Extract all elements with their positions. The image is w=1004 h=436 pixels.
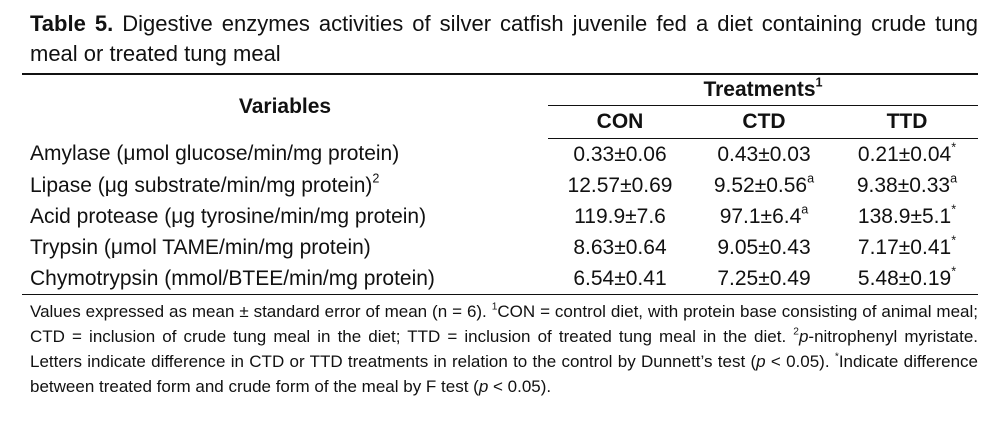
value-cell: 7.17±0.41* bbox=[836, 232, 978, 263]
value-sup: * bbox=[951, 140, 957, 155]
value-text: 0.21±0.04 bbox=[857, 142, 952, 166]
value-text: 5.48±0.19 bbox=[857, 266, 952, 290]
table-row: Chymotrypsin (mmol/BTEE/min/mg protein) 6… bbox=[22, 263, 978, 295]
value-cell: 9.38±0.33a bbox=[836, 170, 978, 201]
value-cell: 7.25±0.49 bbox=[692, 263, 836, 295]
header-group-sup: 1 bbox=[815, 75, 823, 90]
footnote-part: Values expressed as mean ± standard erro… bbox=[30, 302, 492, 321]
footnote-part: * bbox=[834, 351, 839, 363]
variable-text: Trypsin (μmol TAME/min/mg protein) bbox=[30, 235, 371, 259]
value-sup: a bbox=[950, 171, 958, 186]
value-text: 7.17±0.41 bbox=[857, 235, 952, 259]
footnote-part: p bbox=[798, 327, 809, 346]
value-text: 9.05±0.43 bbox=[717, 235, 811, 259]
caption-text: Digestive enzymes activities of silver c… bbox=[30, 11, 978, 66]
variable-cell: Chymotrypsin (mmol/BTEE/min/mg protein) bbox=[22, 263, 548, 295]
footnote-part: Indicate difference between treated form… bbox=[30, 352, 978, 396]
value-cell: 0.21±0.04* bbox=[836, 139, 978, 171]
table-row: Amylase (μmol glucose/min/mg protein) 0.3… bbox=[22, 139, 978, 171]
variable-text: Acid protease (μg tyrosine/min/mg protei… bbox=[30, 204, 427, 228]
value-text: 138.9±5.1 bbox=[857, 204, 952, 228]
value-text: 7.25±0.49 bbox=[717, 266, 811, 290]
value-text: 6.54±0.41 bbox=[573, 266, 667, 290]
variable-text: Lipase (μg substrate/min/mg protein) bbox=[30, 173, 373, 197]
table-row: Lipase (μg substrate/min/mg protein)2 12.… bbox=[22, 170, 978, 201]
header-group: Treatments1 bbox=[548, 73, 978, 106]
value-text: 9.38±0.33 bbox=[856, 173, 951, 197]
footnote-part: 1 bbox=[491, 301, 498, 313]
header-group-text: Treatments bbox=[703, 78, 816, 101]
variable-sup: 2 bbox=[372, 171, 380, 186]
value-cell: 9.05±0.43 bbox=[692, 232, 836, 263]
value-cell: 5.48±0.19* bbox=[836, 263, 978, 295]
column-header: CTD bbox=[692, 105, 836, 139]
footnote-part: 2 bbox=[793, 326, 799, 338]
footnote-part: < 0.05). bbox=[765, 352, 835, 371]
value-cell: 0.33±0.06 bbox=[548, 139, 692, 171]
value-text: 9.52±0.56 bbox=[713, 173, 808, 197]
footnote-part: p bbox=[756, 352, 766, 371]
value-cell: 8.63±0.64 bbox=[548, 232, 692, 263]
footnote-part: -nitrophenyl myristate. Letters indicate… bbox=[30, 327, 978, 371]
value-sup: * bbox=[951, 202, 957, 217]
variable-cell: Acid protease (μg tyrosine/min/mg protei… bbox=[22, 201, 548, 232]
value-cell: 119.9±7.6 bbox=[548, 201, 692, 232]
value-sup: * bbox=[951, 264, 957, 279]
data-table: Variables Treatments1 CON CTD TTD Amylase … bbox=[22, 73, 978, 295]
variable-cell: Amylase (μmol glucose/min/mg protein) bbox=[22, 139, 548, 171]
value-cell: 9.52±0.56a bbox=[692, 170, 836, 201]
value-text: 0.33±0.06 bbox=[573, 142, 667, 166]
footnote-part: CON = control diet, with protein base co… bbox=[30, 302, 978, 346]
table-row: Trypsin (μmol TAME/min/mg protein) 8.63±0… bbox=[22, 232, 978, 263]
column-header: CON bbox=[548, 105, 692, 139]
value-text: 0.43±0.03 bbox=[717, 142, 811, 166]
value-sup: * bbox=[951, 233, 957, 248]
caption-label: Table 5. bbox=[30, 11, 114, 36]
value-cell: 97.1±6.4a bbox=[692, 201, 836, 232]
value-cell: 138.9±5.1* bbox=[836, 201, 978, 232]
value-text: 119.9±7.6 bbox=[574, 204, 666, 228]
footnote-part: p bbox=[478, 377, 489, 396]
variable-text: Chymotrypsin (mmol/BTEE/min/mg protein) bbox=[30, 266, 435, 290]
value-text: 8.63±0.64 bbox=[573, 235, 667, 259]
value-text: 12.57±0.69 bbox=[567, 173, 673, 197]
value-sup: a bbox=[807, 171, 815, 186]
footnote-part: < 0.05). bbox=[488, 377, 552, 396]
value-sup: a bbox=[801, 202, 809, 217]
footnote: Values expressed as mean ± standard erro… bbox=[30, 299, 978, 399]
value-cell: 12.57±0.69 bbox=[548, 170, 692, 201]
variable-cell: Trypsin (μmol TAME/min/mg protein) bbox=[22, 232, 548, 263]
table-caption: Table 5. Digestive enzymes activities of… bbox=[30, 9, 978, 69]
column-header: TTD bbox=[836, 105, 978, 139]
value-text: 97.1±6.4 bbox=[719, 204, 802, 228]
variable-text: Amylase (μmol glucose/min/mg protein) bbox=[30, 142, 400, 166]
header-variables: Variables bbox=[22, 73, 548, 139]
table-row: Acid protease (μg tyrosine/min/mg protei… bbox=[22, 201, 978, 232]
value-cell: 0.43±0.03 bbox=[692, 139, 836, 171]
value-cell: 6.54±0.41 bbox=[548, 263, 692, 295]
variable-cell: Lipase (μg substrate/min/mg protein)2 bbox=[22, 170, 548, 201]
